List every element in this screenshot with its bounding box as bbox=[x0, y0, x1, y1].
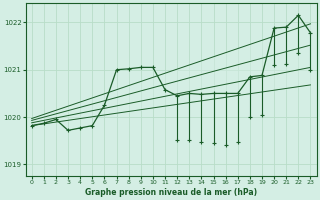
X-axis label: Graphe pression niveau de la mer (hPa): Graphe pression niveau de la mer (hPa) bbox=[85, 188, 257, 197]
